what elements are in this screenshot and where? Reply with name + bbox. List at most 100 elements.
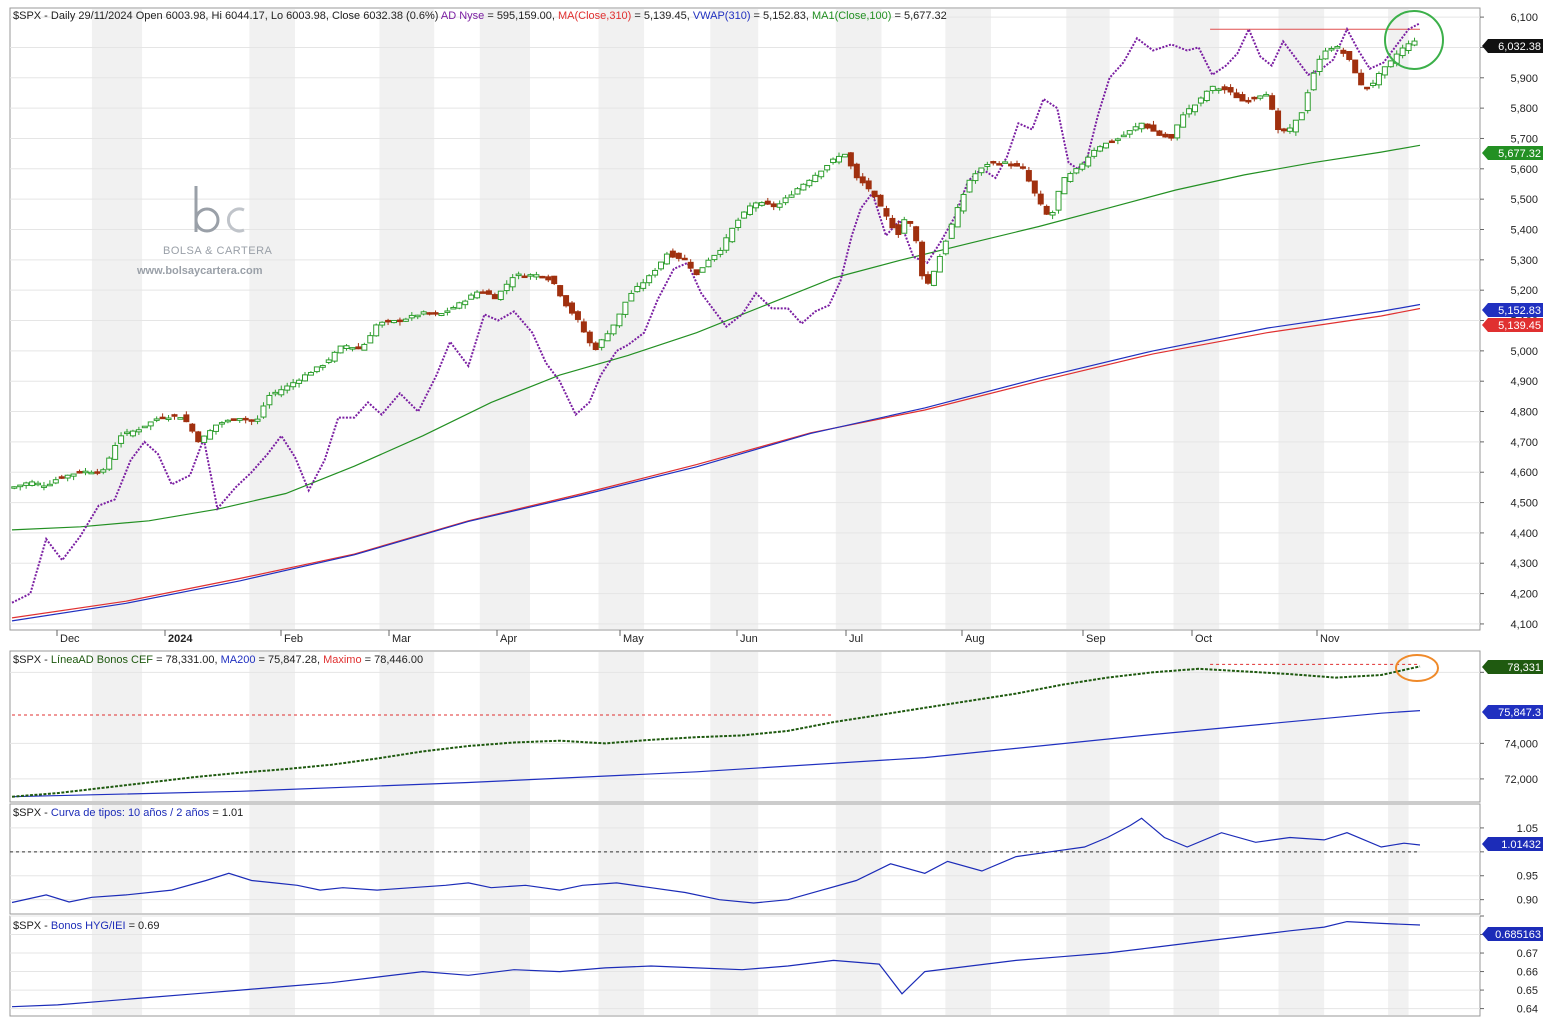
- candle-body: [112, 445, 119, 460]
- candle-body: [1310, 72, 1317, 91]
- candle-body: [936, 255, 943, 273]
- candle-body: [735, 219, 742, 228]
- candle-body: [1399, 47, 1406, 57]
- month-shade: [710, 9, 759, 629]
- watermark-name: BOLSA & CARTERA: [163, 245, 273, 257]
- header-segment: MA200: [221, 654, 256, 666]
- candle-body: [272, 391, 279, 395]
- header-segment: VWAP(310): [693, 10, 751, 22]
- candle-body: [1102, 142, 1109, 149]
- candle-body: [1002, 161, 1009, 164]
- panel-header-2: $SPX - LíneaAD Bonos CEF = 78,331.00, MA…: [13, 654, 423, 666]
- x-tick-label: 2024: [168, 633, 193, 645]
- candle-body: [1346, 51, 1353, 60]
- month-shade: [249, 805, 295, 913]
- candle-body: [1037, 193, 1044, 205]
- candle-body: [313, 366, 320, 373]
- candle-body: [29, 481, 36, 486]
- candle-body: [574, 311, 581, 320]
- candle-body: [782, 197, 789, 204]
- month-shade: [945, 805, 991, 913]
- candle-body: [527, 274, 534, 277]
- candle-body: [1043, 205, 1050, 215]
- header-segment: $SPX -: [13, 920, 51, 932]
- candle-body: [569, 302, 576, 314]
- y-tick-label: 0.64: [1517, 1004, 1538, 1016]
- candle-body: [1292, 119, 1299, 133]
- watermark: BOLSA & CARTERA www.bolsaycartera.com: [136, 186, 273, 277]
- candle-body: [794, 188, 801, 195]
- header-segment: = 78,331.00,: [153, 654, 221, 666]
- candle-body: [1352, 59, 1359, 74]
- candle-body: [652, 269, 659, 276]
- candle-body: [942, 240, 949, 255]
- candle-body: [1150, 124, 1157, 132]
- y-tick-label: 4,500: [1510, 498, 1538, 510]
- candle-body: [135, 429, 142, 433]
- y-tick-label: 5,300: [1510, 255, 1538, 267]
- month-shade: [710, 805, 759, 913]
- candle-body: [515, 273, 522, 277]
- candle-body: [1304, 92, 1311, 112]
- ma310-value-tag: 5,139.45: [1498, 320, 1541, 332]
- candle-body: [865, 180, 872, 190]
- candle-body: [741, 211, 748, 219]
- candle-body: [770, 203, 777, 208]
- candle-body: [1245, 99, 1252, 103]
- x-tick-label: Mar: [392, 633, 411, 645]
- candle-body: [1358, 72, 1365, 86]
- y-tick-label: 4,700: [1510, 437, 1538, 449]
- adcef-value-tag-bg: [1488, 660, 1543, 674]
- candle-body: [776, 203, 783, 208]
- month-shade: [835, 805, 882, 913]
- candle-body: [877, 194, 884, 207]
- curve-value-tag: 1.01432: [1501, 839, 1541, 851]
- month-shade: [379, 805, 435, 913]
- candle-body: [1263, 94, 1270, 97]
- candle-body: [218, 422, 225, 425]
- candle-body: [699, 267, 706, 273]
- ma100-value-tag-arrow: [1482, 146, 1488, 160]
- y-tick-label: 5,000: [1510, 346, 1538, 358]
- candle-body: [1387, 60, 1394, 68]
- header-segment: = 1.01: [212, 807, 243, 819]
- candle-body: [1275, 110, 1282, 131]
- y-tick-label: 5,800: [1510, 103, 1538, 115]
- candle-body: [634, 285, 641, 293]
- candle-body: [616, 313, 623, 327]
- candle-body: [337, 345, 344, 354]
- candle-body: [1340, 49, 1347, 54]
- candle-body: [539, 275, 546, 279]
- month-shade: [479, 652, 531, 801]
- candle-body: [1108, 140, 1115, 144]
- candle-body: [996, 163, 1003, 166]
- candle-body: [124, 431, 131, 435]
- candle-body: [1073, 168, 1080, 174]
- candle-body: [195, 431, 202, 443]
- candle-body: [557, 285, 564, 297]
- x-tick-label: Dec: [60, 633, 80, 645]
- hyg-value-tag-bg: [1488, 927, 1543, 941]
- candle-body: [331, 351, 338, 362]
- candle-body: [456, 302, 463, 309]
- month-shade: [479, 917, 531, 1015]
- vwap-value-tag: 5,152.83: [1498, 305, 1541, 317]
- y-tick-label: 4,100: [1510, 619, 1538, 631]
- month-shade: [710, 917, 759, 1015]
- candle-body: [841, 153, 848, 158]
- x-tick-label: Jun: [740, 633, 758, 645]
- candle-body: [100, 469, 107, 473]
- candle-body: [349, 347, 356, 350]
- y-tick-label: 0.95: [1517, 871, 1538, 883]
- y-tick-label: 4,200: [1510, 589, 1538, 601]
- candle-body: [230, 418, 237, 421]
- candle-body: [675, 252, 682, 259]
- x-tick-label: Jul: [849, 633, 863, 645]
- candle-body: [1067, 173, 1074, 182]
- month-shade: [1173, 9, 1220, 629]
- candle-body: [628, 292, 635, 302]
- y-tick-label: 0.67: [1517, 948, 1538, 960]
- candle-body: [290, 382, 297, 388]
- candle-body: [468, 294, 475, 300]
- month-shade: [479, 9, 531, 629]
